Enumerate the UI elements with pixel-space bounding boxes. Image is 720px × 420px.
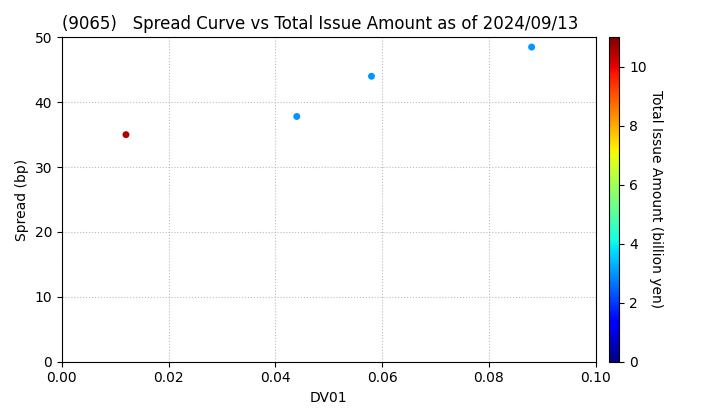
Point [526,44,537,50]
Point [120,131,132,138]
Text: (9065)   Spread Curve vs Total Issue Amount as of 2024/09/13: (9065) Spread Curve vs Total Issue Amoun… [62,15,578,33]
X-axis label: DV01: DV01 [310,391,348,405]
Y-axis label: Spread (bp): Spread (bp) [15,158,29,241]
Point [291,113,302,120]
Point [366,73,377,80]
Y-axis label: Total Issue Amount (billion yen): Total Issue Amount (billion yen) [649,90,663,309]
